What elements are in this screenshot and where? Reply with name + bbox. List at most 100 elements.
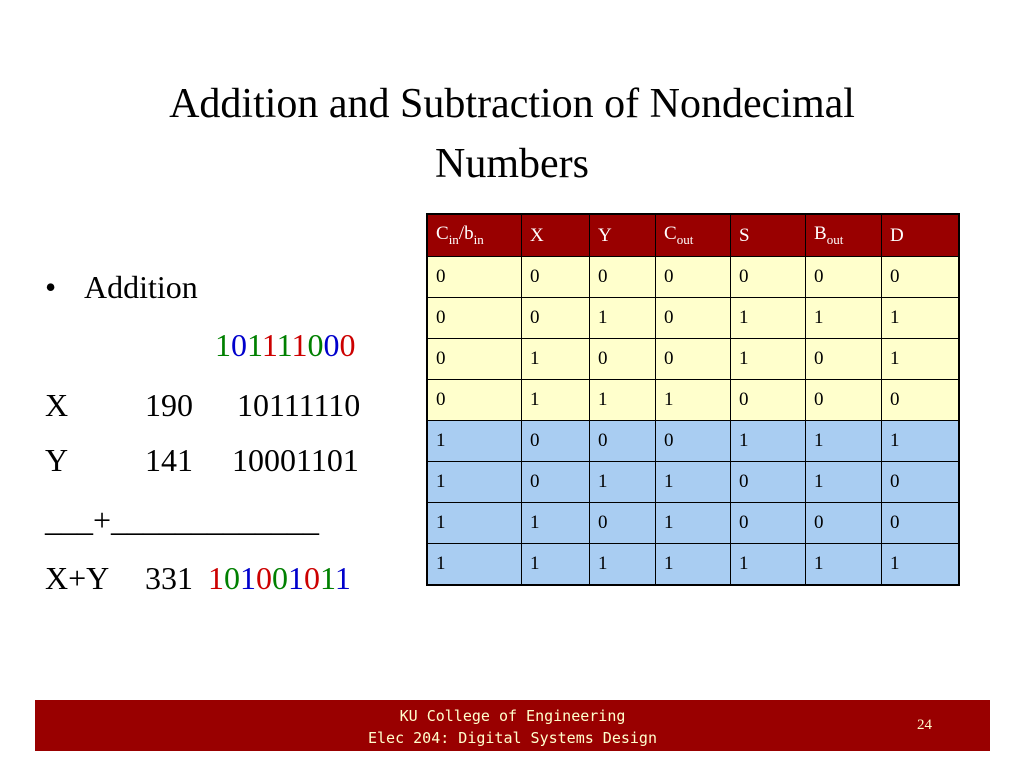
cell: 0 (426, 379, 522, 421)
header-cell: Cout (655, 213, 731, 257)
header-cell: Bout (805, 213, 882, 257)
digit: 0 (304, 560, 320, 596)
header-text: D (890, 224, 904, 246)
label: X (45, 387, 69, 423)
cell: 1 (730, 420, 806, 462)
truth-table: Cin/bin X Y Cout S Bout D 0 0 0 0 0 0 0 0 0 1 0 1 1 1 0 1 0 0 1 0 1… (426, 213, 960, 586)
cell: 0 (881, 379, 960, 421)
header-cell: X (521, 213, 590, 257)
cell: 0 (805, 256, 882, 298)
decimal: 331 (145, 560, 193, 596)
cell: 1 (655, 379, 731, 421)
cell: 0 (426, 256, 522, 298)
cell: 0 (589, 338, 656, 380)
cell: 0 (655, 256, 731, 298)
digit: 0 (272, 560, 288, 596)
header-text: X (530, 224, 544, 246)
digit: 1 (240, 560, 256, 596)
cell: 1 (521, 543, 590, 586)
binary: 10001101 (232, 442, 359, 478)
digit: 1 (261, 327, 277, 363)
cell: 1 (589, 543, 656, 586)
cell: 1 (521, 502, 590, 544)
decimal: 190 (145, 387, 193, 423)
cell: 1 (805, 420, 882, 462)
header-text: B (814, 223, 827, 245)
cell: 0 (881, 256, 960, 298)
cell: 1 (730, 297, 806, 339)
header-text: out (826, 231, 844, 247)
digit: 1 (276, 327, 292, 363)
cell: 0 (730, 502, 806, 544)
cell: 0 (805, 502, 882, 544)
digit: 0 (307, 327, 324, 363)
cell: 0 (655, 297, 731, 339)
cell: 0 (730, 379, 806, 421)
bullet: Addition (84, 269, 198, 305)
header-row: Cin/bin X Y Cout S Bout D (426, 213, 960, 257)
cell: 0 (426, 297, 522, 339)
binary: 10111110 (237, 387, 361, 423)
page-number: 24 (917, 717, 932, 733)
cell: 0 (521, 420, 590, 462)
footer-line: Elec 204: Digital Systems Design (368, 729, 657, 747)
cell: 1 (426, 461, 522, 503)
digit: 1 (288, 560, 304, 596)
label: Y (45, 442, 69, 478)
header-text: C (664, 223, 677, 245)
carry-row: 101111000 (215, 325, 355, 365)
footer-line: KU College of Engineering (399, 707, 626, 725)
cell: 0 (730, 461, 806, 503)
header-text: /b (458, 223, 474, 245)
decimal: 141 (145, 442, 193, 478)
header-cell: Y (589, 213, 656, 257)
cell: 0 (881, 461, 960, 503)
header-text: out (676, 231, 694, 247)
cell: 0 (521, 461, 590, 503)
cell: 0 (521, 256, 590, 298)
header-text: S (739, 224, 750, 246)
header-text: C (436, 223, 449, 245)
cell: 0 (805, 338, 882, 380)
cell: 1 (881, 420, 960, 462)
header-text: in (448, 231, 459, 247)
footer: KU College of Engineering Elec 204: Digi… (35, 700, 990, 751)
cell: 1 (805, 461, 882, 503)
digit: 1 (215, 327, 231, 363)
header-text: Y (598, 224, 612, 246)
cell: 1 (589, 379, 656, 421)
cell: 1 (655, 461, 731, 503)
cell: 1 (881, 338, 960, 380)
cell: 1 (805, 543, 882, 586)
cell: 1 (730, 338, 806, 380)
cell: 0 (805, 379, 882, 421)
cell: 1 (426, 543, 522, 586)
cell: 1 (730, 543, 806, 586)
cell: 1 (881, 297, 960, 339)
rule: ___+_____________ (45, 502, 320, 538)
cell: 0 (730, 256, 806, 298)
digit: 1 (320, 560, 335, 596)
digit: 1 (247, 327, 262, 363)
cell: 0 (426, 338, 522, 380)
cell: 0 (589, 420, 656, 462)
header-cell: S (730, 213, 806, 257)
digit: 0 (339, 327, 356, 363)
header-text: in (473, 231, 484, 247)
cell: 1 (589, 297, 656, 339)
cell: 1 (655, 502, 731, 544)
cell: 0 (589, 502, 656, 544)
digit: 0 (256, 560, 272, 596)
cell: 1 (881, 543, 960, 586)
cell: 1 (589, 461, 656, 503)
bullet-dot: • (45, 269, 57, 305)
digit: 1 (334, 560, 351, 596)
